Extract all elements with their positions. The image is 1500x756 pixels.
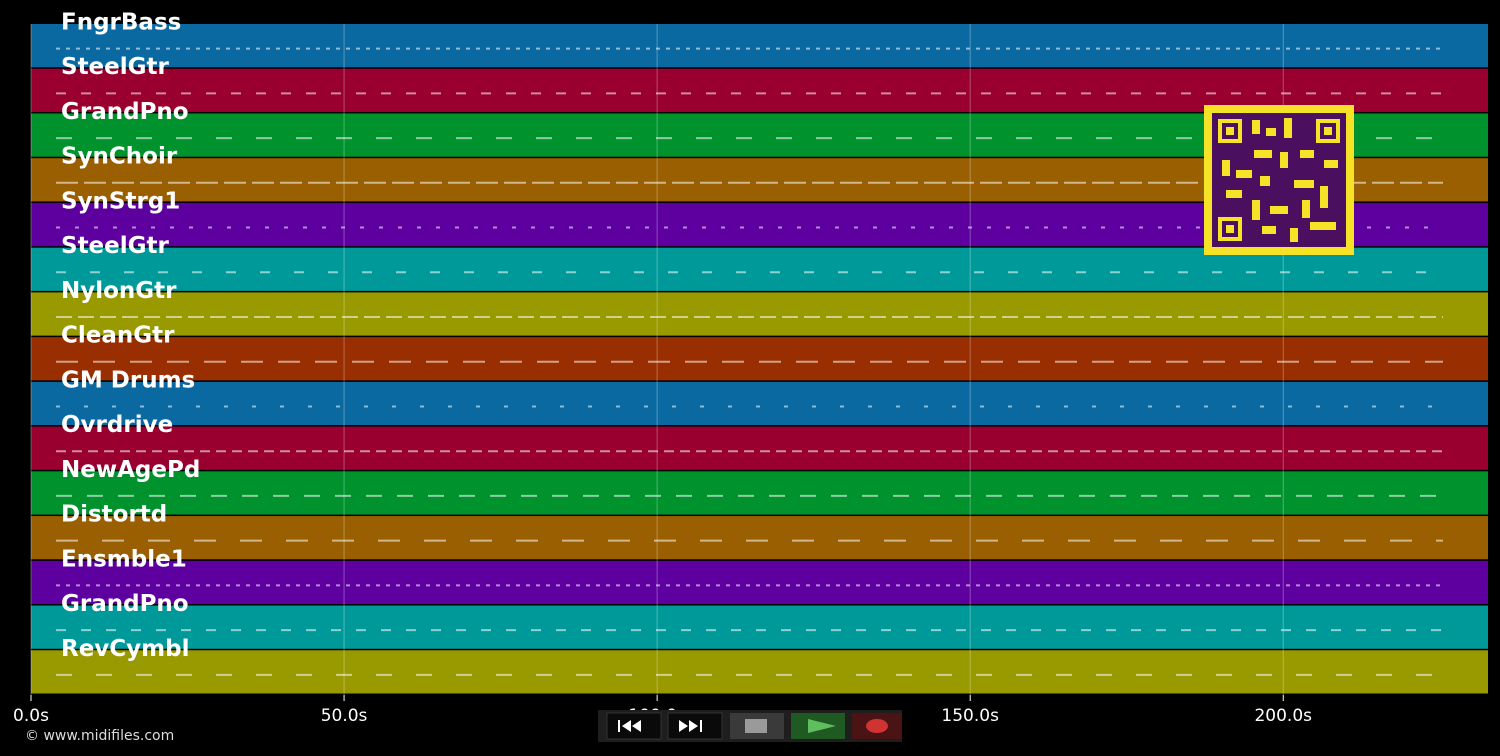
track-name: RevCymbl [61, 636, 190, 662]
play-button[interactable] [791, 713, 845, 739]
track-name: CleanGtr [61, 323, 175, 349]
track-band [31, 426, 1488, 470]
track-band [31, 471, 1488, 515]
track-name: Distortd [61, 502, 167, 528]
track-name: GM Drums [61, 367, 195, 393]
stop-button[interactable] [730, 713, 784, 739]
transport-controls [598, 710, 902, 742]
tick-label: 150.0s [941, 706, 999, 726]
track-band [31, 560, 1488, 605]
tick-label: 0.0s [13, 706, 49, 726]
track-name: Ovrdrive [61, 412, 173, 438]
track-band [31, 24, 1488, 68]
track-name: Ensmble1 [61, 546, 187, 572]
fast-forward-button[interactable] [667, 712, 723, 740]
track-band [31, 381, 1488, 426]
track-name: SynChoir [61, 144, 178, 170]
track-band [31, 650, 1488, 694]
track-name: NylonGtr [61, 278, 177, 304]
track-band [31, 292, 1488, 336]
track-name: NewAgePd [61, 457, 200, 483]
qr-code [1204, 105, 1354, 255]
track-name: GrandPno [61, 99, 189, 125]
track-band [31, 68, 1488, 112]
track-name: SynStrg1 [61, 188, 180, 214]
track-name: FngrBass [61, 10, 181, 36]
track-name: GrandPno [61, 591, 189, 617]
tick-label: 50.0s [321, 706, 368, 726]
footer: © www.midifiles.com [25, 728, 174, 744]
track-band [31, 605, 1488, 649]
record-button[interactable] [852, 713, 902, 739]
track-band [31, 337, 1488, 381]
tick-label: 200.0s [1254, 706, 1312, 726]
track-name: SteelGtr [61, 54, 170, 80]
track-name: SteelGtr [61, 233, 170, 259]
rewind-button[interactable] [606, 712, 662, 740]
track-band [31, 516, 1488, 560]
